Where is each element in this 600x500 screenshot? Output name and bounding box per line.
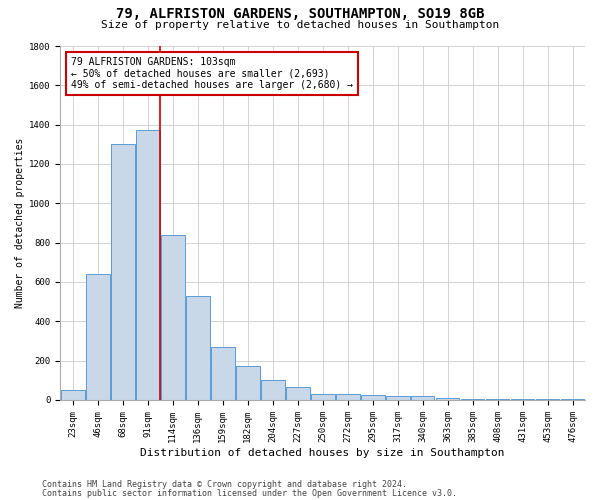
Text: Contains public sector information licensed under the Open Government Licence v3: Contains public sector information licen… [42, 488, 457, 498]
Text: 79, ALFRISTON GARDENS, SOUTHAMPTON, SO19 8GB: 79, ALFRISTON GARDENS, SOUTHAMPTON, SO19… [116, 8, 484, 22]
Bar [261, 380, 284, 400]
Bar [236, 366, 260, 400]
Text: 79 ALFRISTON GARDENS: 103sqm
← 50% of detached houses are smaller (2,693)
49% of: 79 ALFRISTON GARDENS: 103sqm ← 50% of de… [71, 56, 353, 90]
Bar [336, 394, 359, 400]
Text: Size of property relative to detached houses in Southampton: Size of property relative to detached ho… [101, 20, 499, 30]
Bar [186, 296, 209, 400]
Bar [485, 399, 509, 400]
Bar [311, 394, 335, 400]
Bar [286, 387, 310, 400]
X-axis label: Distribution of detached houses by size in Southampton: Distribution of detached houses by size … [140, 448, 505, 458]
Bar [361, 395, 385, 400]
Y-axis label: Number of detached properties: Number of detached properties [15, 138, 25, 308]
Bar [386, 396, 410, 400]
Bar [61, 390, 85, 400]
Bar [461, 398, 484, 400]
Bar [111, 144, 135, 400]
Bar [436, 398, 460, 400]
Text: Contains HM Land Registry data © Crown copyright and database right 2024.: Contains HM Land Registry data © Crown c… [42, 480, 407, 489]
Bar [511, 399, 535, 400]
Bar [161, 235, 185, 400]
Bar [86, 274, 110, 400]
Bar [136, 130, 160, 400]
Bar [211, 347, 235, 400]
Bar [411, 396, 434, 400]
